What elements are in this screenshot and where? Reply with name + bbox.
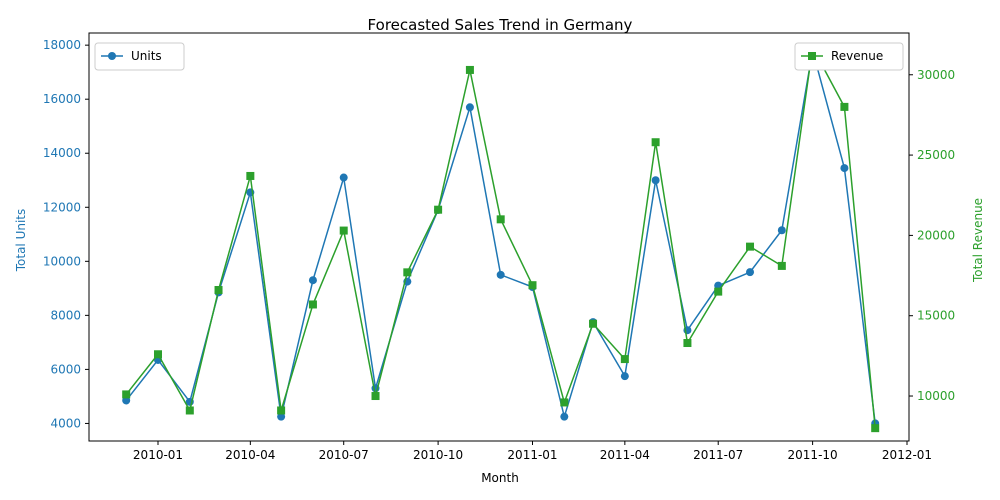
revenue-point-7 — [339, 226, 348, 235]
x-axis-label: Month — [481, 471, 519, 485]
legend-units: Units — [94, 42, 185, 71]
legend-revenue-frame — [794, 42, 904, 71]
revenue-point-16 — [620, 355, 629, 364]
x-tick-label-5: 2011-04 — [600, 448, 650, 462]
units-point-23 — [840, 164, 849, 173]
revenue-point-17 — [651, 138, 660, 147]
x-tick-label-0: 2010-01 — [133, 448, 183, 462]
y-left-tick-label-1: 6000 — [50, 362, 81, 376]
units-point-12 — [496, 270, 505, 279]
y-left-tick-label-2: 8000 — [50, 308, 81, 322]
revenue-point-3 — [214, 286, 223, 295]
legend-units-label: Units — [131, 49, 162, 63]
units-point-17 — [651, 176, 660, 185]
revenue-point-23 — [840, 102, 849, 111]
y-right-tick-label-4: 30000 — [917, 68, 955, 82]
y-right-tick-label-3: 25000 — [917, 148, 955, 162]
revenue-point-5 — [277, 406, 286, 415]
revenue-point-19 — [714, 287, 723, 296]
units-point-0 — [122, 396, 131, 405]
revenue-point-24 — [871, 424, 880, 433]
y-right-axis-label: Total Revenue — [971, 198, 985, 283]
revenue-point-4 — [246, 171, 255, 180]
revenue-point-20 — [746, 242, 755, 251]
revenue-point-9 — [403, 268, 412, 277]
x-tick-label-3: 2010-10 — [413, 448, 463, 462]
legend-units-marker — [108, 52, 116, 60]
y-left-tick-label-4: 12000 — [43, 200, 81, 214]
y-left-tick-label-7: 18000 — [43, 38, 81, 52]
units-point-5 — [277, 412, 286, 421]
axes — [88, 32, 910, 442]
units-point-11 — [465, 103, 474, 112]
x-tick-label-7: 2011-10 — [788, 448, 838, 462]
revenue-point-1 — [154, 350, 162, 359]
y-left-axis-label: Total Units — [14, 209, 28, 273]
revenue-point-13 — [528, 281, 537, 290]
x-tick-label-2: 2010-07 — [319, 448, 369, 462]
revenue-point-18 — [683, 339, 692, 348]
revenue-point-2 — [185, 406, 194, 415]
y-right-tick-label-0: 10000 — [917, 389, 955, 403]
units-point-16 — [620, 372, 629, 381]
units-point-20 — [746, 268, 755, 277]
x-tick-label-1: 2010-04 — [225, 448, 275, 462]
legend-revenue-marker — [808, 52, 816, 60]
x-tick-label-4: 2011-01 — [507, 448, 557, 462]
plot-frame — [88, 32, 910, 442]
units-point-6 — [308, 276, 317, 285]
legend-revenue: Revenue — [794, 42, 904, 71]
legend-units-frame — [94, 42, 185, 71]
units-point-21 — [777, 226, 786, 235]
chart-title: Forecasted Sales Trend in Germany — [368, 16, 633, 34]
revenue-point-12 — [496, 215, 505, 224]
revenue-point-10 — [434, 205, 443, 214]
units-point-14 — [560, 412, 569, 421]
legend-revenue-label: Revenue — [831, 49, 883, 63]
revenue-point-0 — [122, 390, 131, 399]
x-tick-label-6: 2011-07 — [693, 448, 743, 462]
x-tick-label-8: 2012-01 — [882, 448, 932, 462]
revenue-point-8 — [371, 392, 380, 401]
ticks: 2010-01 2010-04 2010-07 2010-10 2011-01 2011-… — [43, 38, 955, 462]
revenue-point-11 — [465, 65, 474, 74]
y-left-tick-label-0: 4000 — [50, 416, 81, 430]
y-right-tick-label-2: 20000 — [917, 228, 955, 242]
revenue-point-15 — [589, 319, 598, 328]
units-point-7 — [339, 173, 348, 182]
revenue-point-14 — [560, 398, 569, 407]
y-left-tick-label-5: 14000 — [43, 146, 81, 160]
y-right-tick-label-1: 15000 — [917, 309, 955, 323]
revenue-point-6 — [308, 300, 317, 309]
y-left-tick-label-3: 10000 — [43, 254, 81, 268]
revenue-point-21 — [777, 261, 786, 270]
y-left-tick-label-6: 16000 — [43, 92, 81, 106]
